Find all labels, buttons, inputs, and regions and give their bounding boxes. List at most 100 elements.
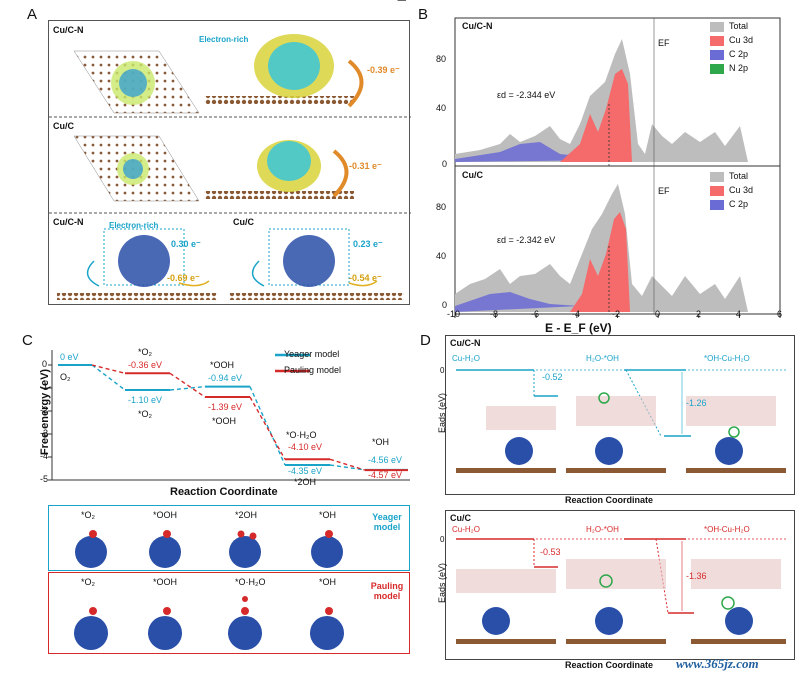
c-ytick-3: -3 xyxy=(40,428,49,438)
c-y-o2: -1.10 eV xyxy=(128,395,163,405)
d-bottom-state-0: Cu-H₂O xyxy=(452,525,480,534)
c-yeager-species-0: *O₂ xyxy=(81,510,95,520)
c-ooh-top: *OOH xyxy=(210,360,235,370)
d-top-ylabel: Eads (eV) xyxy=(437,392,447,434)
c-p-oh2o: -4.10 eV xyxy=(288,442,323,452)
c-y-ooh: -0.94 eV xyxy=(208,373,243,383)
b-ytick-bot-80: 80 xyxy=(436,202,447,212)
b-top-ed: εd = -2.344 eV xyxy=(497,90,556,100)
watermark: www.365jz.com xyxy=(676,656,759,671)
a-row1-label: Cu/C-N xyxy=(53,25,84,35)
b-ytick-top-80: 80 xyxy=(436,54,447,64)
c-p-o2-species: *O₂ xyxy=(138,347,152,357)
d-bottom-val-1: -1.36 xyxy=(686,571,707,581)
a-row3-left-note: Electron-rich xyxy=(109,221,159,230)
b-ytick-bot-0: 0 xyxy=(442,300,448,310)
c-yeager-species-1: *OOH xyxy=(153,510,178,520)
panel-label-c: C xyxy=(22,332,33,349)
c-pauling-species-1: *OOH xyxy=(153,577,178,587)
c-pauling-species-2: *O·H₂O xyxy=(235,577,266,587)
a-row3-left-label: Cu/C-N xyxy=(53,217,84,227)
d-top-state-2: *OH-Cu-H₂O xyxy=(704,354,750,363)
b-top-legend-2: C 2p xyxy=(729,49,749,59)
b-xtick-5: 0 xyxy=(655,309,661,319)
panel-a-frame: Cu/C-N Electron-rich -0.39 e⁻ Cu/C -0.31… xyxy=(48,20,411,305)
d-top-val-1: -1.26 xyxy=(686,398,707,408)
c-ytick-4: -4 xyxy=(40,451,49,461)
d-bottom-state-2: *OH-Cu-H₂O xyxy=(704,525,750,534)
b-ylabel: Density of State (a.u.) xyxy=(395,0,409,70)
c-ytick-0: 0 xyxy=(42,359,48,369)
a-row1-note: Electron-rich xyxy=(199,35,249,44)
b-xtick-2: -6 xyxy=(531,309,540,319)
d-top-state-0: Cu-H₂O xyxy=(452,354,480,363)
b-xlabel: E - E_F (eV) xyxy=(545,321,612,335)
b-xtick-3: -4 xyxy=(572,309,581,319)
d-bottom-ylabel: Eads (eV) xyxy=(437,562,447,604)
d-bottom-frame: Cu/C Cu-H₂O H₂O-*OH *OH-Cu-H₂O -0.53 -1.… xyxy=(445,510,795,660)
c-pauling-model: Pauling model xyxy=(370,581,404,601)
d-bottom-state-1: H₂O-*OH xyxy=(586,525,619,534)
b-ytick-bot-40: 40 xyxy=(436,251,447,261)
panel-label-a: A xyxy=(27,6,38,23)
c-ooh-bottom: *OOH xyxy=(212,416,237,426)
b-bottom-legend-2: C 2p xyxy=(729,199,749,209)
c-yeager-species-3: *OH xyxy=(319,510,337,520)
c-y-2oh-species: *2OH xyxy=(294,477,317,487)
b-top-ef: EF xyxy=(658,38,670,48)
d-top-plot xyxy=(456,369,786,473)
b-top-legend-3: N 2p xyxy=(729,63,749,73)
c-p-oh: -4.57 eV xyxy=(368,470,403,480)
c-ytick-1: -1 xyxy=(40,382,49,392)
c-ytick-5: -5 xyxy=(40,474,49,484)
c-y-oh: -4.56 eV xyxy=(368,455,403,465)
b-xtick-8: 6 xyxy=(777,309,783,319)
a-row3-right-charge-bottom: -0.54 e⁻ xyxy=(349,273,382,283)
c-y-o2-species: *O₂ xyxy=(138,409,152,419)
b-top-legend-1: Cu 3d xyxy=(729,35,754,45)
a-row3-left-charge-bottom: -0.69 e⁻ xyxy=(167,273,200,283)
d-top-state-1: H₂O-*OH xyxy=(586,354,619,363)
b-xtick-0: -10 xyxy=(447,309,461,319)
b-top-label: Cu/C-N xyxy=(462,21,493,31)
a-row2-label: Cu/C xyxy=(53,121,74,131)
b-bottom-ef: EF xyxy=(658,186,670,196)
d-bottom-label: Cu/C xyxy=(450,513,471,523)
d-top-label: Cu/C-N xyxy=(450,338,481,348)
b-xtick-1: -8 xyxy=(490,309,499,319)
a-row3-left-charge-top: 0.30 e⁻ xyxy=(171,239,201,249)
c-p-ooh: -1.39 eV xyxy=(208,402,243,412)
c-yeager-species-2: *2OH xyxy=(235,510,258,520)
b-bottom-label: Cu/C xyxy=(462,170,483,180)
c-zero: 0 eV xyxy=(60,352,79,362)
c-pauling-box: *O₂ *OOH *O·H₂O *OH Pauling model xyxy=(48,572,410,654)
d-top-frame: Cu/C-N Cu-H₂O H₂O-*OH *OH-Cu-H₂O -0.52 -… xyxy=(445,335,795,495)
c-yeager-box: *O₂ *OOH *2OH *OH Yeager model xyxy=(48,505,410,571)
c-pauling-clusters xyxy=(74,596,344,650)
a-row2-charge: -0.31 e⁻ xyxy=(349,161,382,171)
c-legend-pauling: Pauling model xyxy=(284,365,342,375)
b-bottom-ed: εd = -2.342 eV xyxy=(497,235,556,245)
c-y-2oh: -4.35 eV xyxy=(288,466,323,476)
b-xtick-7: 4 xyxy=(736,309,742,319)
panel-a-structures xyxy=(49,34,411,300)
c-legend-yeager: Yeager model xyxy=(284,349,340,359)
b-bottom-legend-1: Cu 3d xyxy=(729,185,754,195)
b-ytick-top-40: 40 xyxy=(436,103,447,113)
d-top-xlabel: Reaction Coordinate xyxy=(565,495,654,505)
c-ytick-2: -2 xyxy=(40,405,49,415)
d-bottom-xlabel: Reaction Coordinate xyxy=(565,660,654,670)
d-bottom-plot xyxy=(456,538,786,644)
b-x-ticks xyxy=(454,314,781,318)
d-bottom-zero: 0 xyxy=(440,535,445,544)
a-row3-right-charge-top: 0.23 e⁻ xyxy=(353,239,383,249)
d-top-zero: 0 xyxy=(440,366,445,375)
a-row3-right-label: Cu/C xyxy=(233,217,254,227)
c-p-o2: -0.36 eV xyxy=(128,360,163,370)
c-o2: O₂ xyxy=(60,372,71,382)
b-top-legend-0: Total xyxy=(729,21,749,31)
c-pauling-species-3: *OH xyxy=(319,577,337,587)
b-xtick-6: 2 xyxy=(696,309,702,319)
panel-b-dos-chart xyxy=(454,17,781,318)
c-yeager-model: Yeager model xyxy=(372,512,402,532)
